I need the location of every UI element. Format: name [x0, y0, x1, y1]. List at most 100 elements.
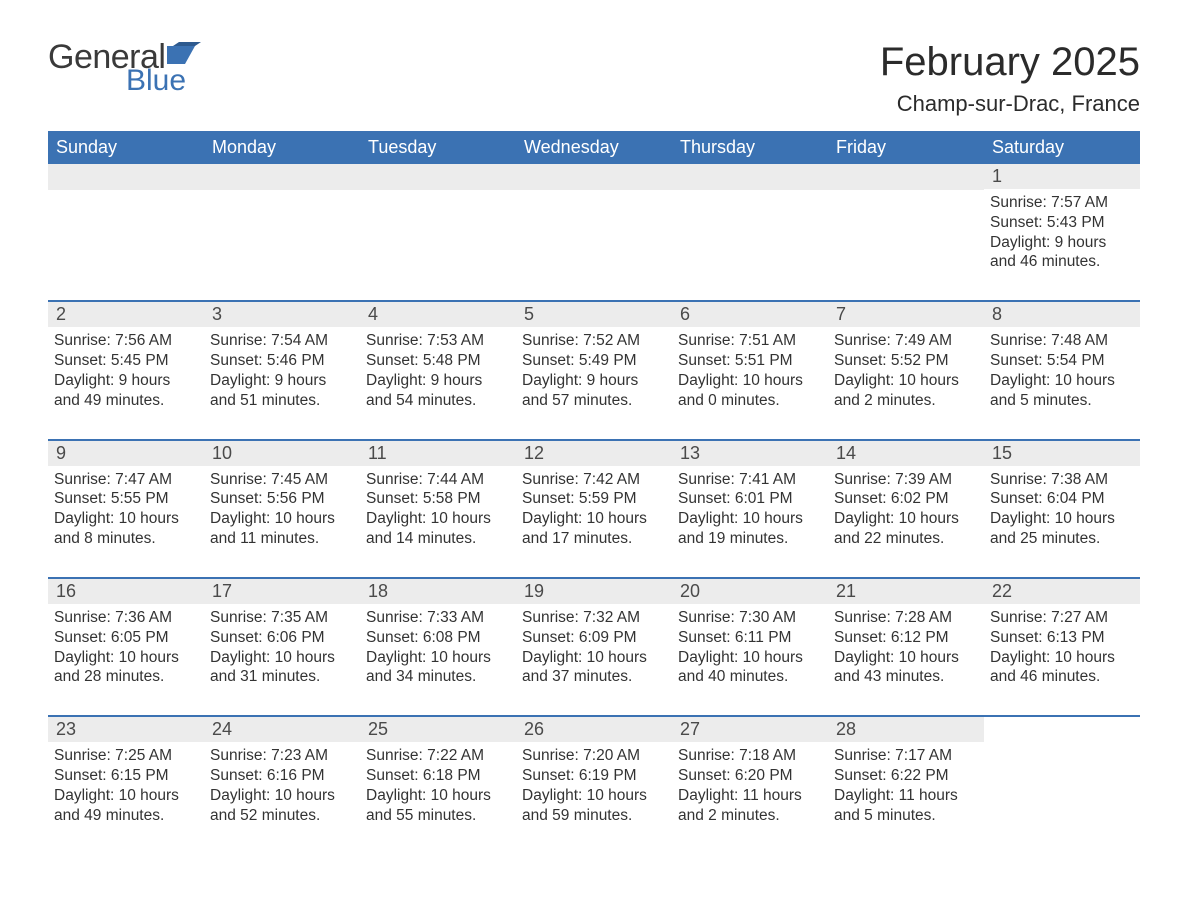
day-number: 4: [360, 302, 516, 327]
day-cell: [828, 164, 984, 288]
day2-text: and 46 minutes.: [990, 667, 1134, 687]
day-cell: 15Sunrise: 7:38 AMSunset: 6:04 PMDayligh…: [984, 441, 1140, 565]
day1-text: Daylight: 10 hours: [990, 371, 1134, 391]
sunrise-text: Sunrise: 7:22 AM: [366, 746, 510, 766]
sunrise-text: Sunrise: 7:23 AM: [210, 746, 354, 766]
day1-text: Daylight: 10 hours: [366, 648, 510, 668]
day-number: 23: [48, 717, 204, 742]
sunset-text: Sunset: 5:51 PM: [678, 351, 822, 371]
day-cell: [360, 164, 516, 288]
day1-text: Daylight: 9 hours: [366, 371, 510, 391]
day-cell: [672, 164, 828, 288]
weekday-header-row: Sunday Monday Tuesday Wednesday Thursday…: [48, 131, 1140, 164]
day-number: 28: [828, 717, 984, 742]
day1-text: Daylight: 10 hours: [54, 648, 198, 668]
sunrise-text: Sunrise: 7:56 AM: [54, 331, 198, 351]
day-number: 9: [48, 441, 204, 466]
day-number: 12: [516, 441, 672, 466]
day2-text: and 37 minutes.: [522, 667, 666, 687]
day2-text: and 31 minutes.: [210, 667, 354, 687]
sunrise-text: Sunrise: 7:47 AM: [54, 470, 198, 490]
weekday-header: Saturday: [984, 131, 1140, 164]
day1-text: Daylight: 9 hours: [522, 371, 666, 391]
day-number: 22: [984, 579, 1140, 604]
day1-text: Daylight: 11 hours: [834, 786, 978, 806]
sunset-text: Sunset: 5:55 PM: [54, 489, 198, 509]
day-cell: 16Sunrise: 7:36 AMSunset: 6:05 PMDayligh…: [48, 579, 204, 703]
day2-text: and 46 minutes.: [990, 252, 1134, 272]
sunset-text: Sunset: 5:56 PM: [210, 489, 354, 509]
empty-day-strip: [516, 164, 672, 190]
day1-text: Daylight: 10 hours: [678, 371, 822, 391]
day1-text: Daylight: 9 hours: [210, 371, 354, 391]
sunrise-text: Sunrise: 7:18 AM: [678, 746, 822, 766]
day1-text: Daylight: 11 hours: [678, 786, 822, 806]
day-cell: 6Sunrise: 7:51 AMSunset: 5:51 PMDaylight…: [672, 302, 828, 426]
day2-text: and 54 minutes.: [366, 391, 510, 411]
day-cell: 9Sunrise: 7:47 AMSunset: 5:55 PMDaylight…: [48, 441, 204, 565]
weekday-header: Monday: [204, 131, 360, 164]
sunset-text: Sunset: 6:12 PM: [834, 628, 978, 648]
day-cell: 13Sunrise: 7:41 AMSunset: 6:01 PMDayligh…: [672, 441, 828, 565]
day-number: 6: [672, 302, 828, 327]
day-cell: 18Sunrise: 7:33 AMSunset: 6:08 PMDayligh…: [360, 579, 516, 703]
sunset-text: Sunset: 5:45 PM: [54, 351, 198, 371]
day1-text: Daylight: 10 hours: [210, 648, 354, 668]
sunset-text: Sunset: 6:18 PM: [366, 766, 510, 786]
sunset-text: Sunset: 6:20 PM: [678, 766, 822, 786]
day2-text: and 14 minutes.: [366, 529, 510, 549]
day2-text: and 2 minutes.: [678, 806, 822, 826]
sunset-text: Sunset: 5:52 PM: [834, 351, 978, 371]
sunset-text: Sunset: 5:59 PM: [522, 489, 666, 509]
sunrise-text: Sunrise: 7:44 AM: [366, 470, 510, 490]
sunrise-text: Sunrise: 7:25 AM: [54, 746, 198, 766]
sunset-text: Sunset: 6:15 PM: [54, 766, 198, 786]
week-row: 23Sunrise: 7:25 AMSunset: 6:15 PMDayligh…: [48, 715, 1140, 841]
sunrise-text: Sunrise: 7:52 AM: [522, 331, 666, 351]
sunrise-text: Sunrise: 7:38 AM: [990, 470, 1134, 490]
day-cell: 20Sunrise: 7:30 AMSunset: 6:11 PMDayligh…: [672, 579, 828, 703]
day2-text: and 19 minutes.: [678, 529, 822, 549]
day2-text: and 8 minutes.: [54, 529, 198, 549]
day2-text: and 2 minutes.: [834, 391, 978, 411]
sunset-text: Sunset: 6:19 PM: [522, 766, 666, 786]
sunset-text: Sunset: 6:11 PM: [678, 628, 822, 648]
day-cell: 24Sunrise: 7:23 AMSunset: 6:16 PMDayligh…: [204, 717, 360, 841]
sunrise-text: Sunrise: 7:33 AM: [366, 608, 510, 628]
week-row: 1Sunrise: 7:57 AMSunset: 5:43 PMDaylight…: [48, 164, 1140, 288]
day-cell: 11Sunrise: 7:44 AMSunset: 5:58 PMDayligh…: [360, 441, 516, 565]
day1-text: Daylight: 10 hours: [522, 648, 666, 668]
sunrise-text: Sunrise: 7:49 AM: [834, 331, 978, 351]
day1-text: Daylight: 10 hours: [522, 786, 666, 806]
sunset-text: Sunset: 6:08 PM: [366, 628, 510, 648]
sunrise-text: Sunrise: 7:57 AM: [990, 193, 1134, 213]
day1-text: Daylight: 10 hours: [834, 371, 978, 391]
day2-text: and 49 minutes.: [54, 391, 198, 411]
day-number: 16: [48, 579, 204, 604]
sunrise-text: Sunrise: 7:42 AM: [522, 470, 666, 490]
day1-text: Daylight: 10 hours: [834, 648, 978, 668]
week-row: 9 Sunrise: 7:47 AMSunset: 5:55 PM Daylight…: [48, 439, 1140, 565]
logo: General Blue: [48, 40, 203, 96]
sunrise-text: Sunrise: 7:36 AM: [54, 608, 198, 628]
sunrise-text: Sunrise: 7:48 AM: [990, 331, 1134, 351]
day1-text: Daylight: 10 hours: [210, 786, 354, 806]
sunset-text: Sunset: 6:22 PM: [834, 766, 978, 786]
sunset-text: Sunset: 6:09 PM: [522, 628, 666, 648]
empty-day-strip: [48, 164, 204, 190]
day-cell: [48, 164, 204, 288]
day2-text: and 0 minutes.: [678, 391, 822, 411]
sunset-text: Sunset: 5:46 PM: [210, 351, 354, 371]
day-cell: 1Sunrise: 7:57 AMSunset: 5:43 PMDaylight…: [984, 164, 1140, 288]
day-number: 10: [204, 441, 360, 466]
sunset-text: Sunset: 6:02 PM: [834, 489, 978, 509]
sunrise-text: Sunrise: 7:35 AM: [210, 608, 354, 628]
sunset-text: Sunset: 5:43 PM: [990, 213, 1134, 233]
day2-text: and 17 minutes.: [522, 529, 666, 549]
day-cell: 12Sunrise: 7:42 AMSunset: 5:59 PMDayligh…: [516, 441, 672, 565]
day1-text: Daylight: 10 hours: [834, 509, 978, 529]
sunset-text: Sunset: 5:48 PM: [366, 351, 510, 371]
day-number: 1: [984, 164, 1140, 189]
day1-text: Daylight: 10 hours: [990, 509, 1134, 529]
day1-text: Daylight: 10 hours: [54, 786, 198, 806]
